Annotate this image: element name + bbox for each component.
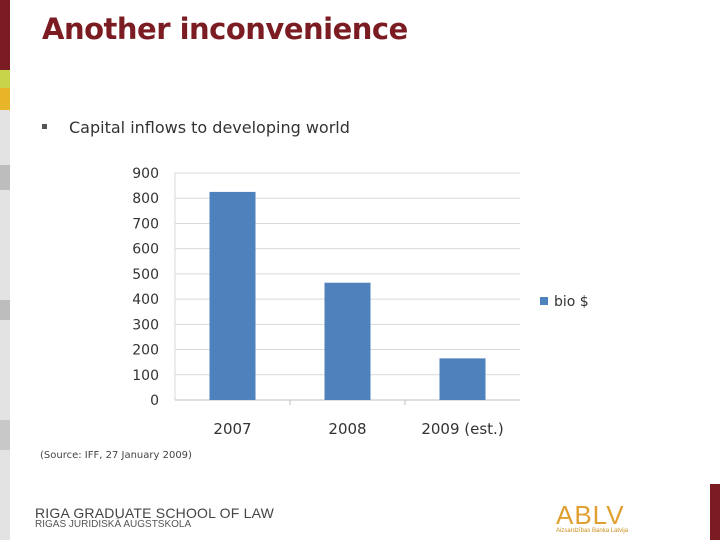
logo-subtext: Aizsardzības Banka Latvija [556,528,629,534]
bar [324,282,371,400]
accent-block-grey [0,165,10,190]
left-accent-bar [0,0,10,540]
y-tick-label: 600 [132,242,159,258]
logo-text: ABLV [556,500,625,530]
x-tick-label: 2009 (est.) [421,420,503,438]
chart-x-tick-labels: 2007 2008 2009 (est.) [213,420,503,438]
legend-label: bio $ [554,294,589,310]
y-tick-label: 700 [132,216,159,232]
legend-swatch [540,297,548,305]
accent-block-red [0,0,10,70]
y-tick-label: 900 [132,166,159,182]
x-tick-label: 2007 [213,420,251,438]
accent-block-grey [0,300,10,320]
y-tick-label: 0 [150,393,159,409]
bar [209,191,256,400]
y-tick-label: 400 [132,292,159,308]
accent-block-green [0,70,10,88]
bullet-text: Capital inflows to developing world [69,118,350,137]
slide-title: Another inconvenience [42,12,408,46]
chart-legend: bio $ [540,294,589,310]
y-tick-label: 100 [132,368,159,384]
bullet-item: Capital inflows to developing world [42,118,350,137]
school-name: RIGA GRADUATE SCHOOL OF LAW [35,505,275,521]
school-name-local: RIGAS JURIDISKĀ AUGSTSKOLA [35,519,192,530]
sponsor-logo: ABLV Aizsardzības Banka Latvija [556,502,636,538]
accent-block-yellow [0,88,10,110]
bar [439,358,486,400]
chart-bars [209,191,486,400]
bullet-square-icon [42,124,47,129]
right-accent-bar [710,484,720,540]
y-tick-label: 800 [132,191,159,207]
y-tick-label: 500 [132,267,159,283]
y-tick-label: 200 [132,343,159,359]
source-note: (Source: IFF, 27 January 2009) [40,450,192,461]
x-tick-label: 2008 [328,420,366,438]
chart-y-tick-labels: 0 100 200 300 400 500 600 700 800 900 [132,166,159,409]
accent-block-grey [0,420,10,450]
y-tick-label: 300 [132,317,159,333]
